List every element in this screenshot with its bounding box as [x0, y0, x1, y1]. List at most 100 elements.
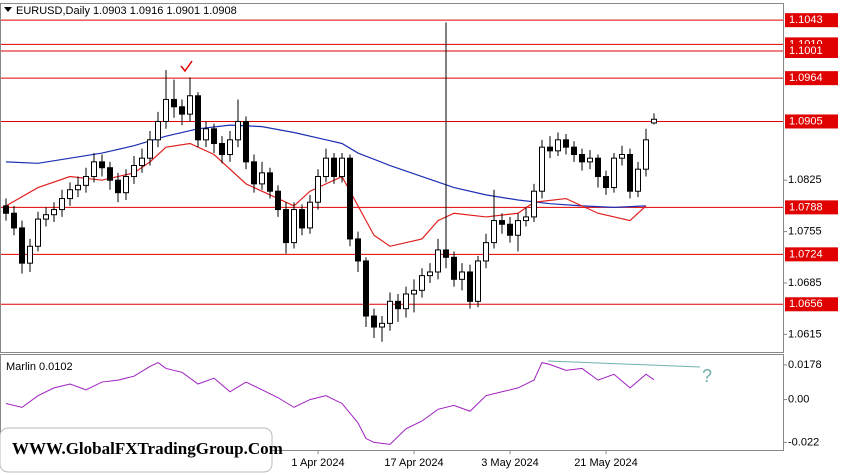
level-label: 1.0964 — [789, 72, 823, 84]
candle-body — [443, 249, 449, 258]
candle-body — [251, 161, 257, 185]
indicator-title: Marlin 0.0102 — [6, 361, 73, 373]
candle-body — [291, 209, 297, 244]
check-mark — [180, 60, 193, 73]
candle-body — [331, 157, 337, 178]
candle-body — [91, 161, 97, 178]
level-label: 1.0656 — [789, 298, 823, 310]
watermark: WWW.GlobalFXTradingGroup.Com — [12, 439, 283, 458]
chart-title: EURUSD,Daily 1.0903 1.0916 1.0901 1.0908 — [16, 5, 237, 17]
candle-body — [435, 249, 441, 273]
y-tick-label: 1.0685 — [788, 277, 822, 289]
candle-body — [27, 245, 33, 264]
x-tick-label: 17 Apr 2024 — [384, 457, 443, 469]
candle-body — [123, 176, 129, 194]
level-label: 1.1043 — [789, 14, 823, 26]
level-label: 1.0724 — [789, 248, 823, 260]
candle-body — [507, 223, 513, 236]
x-tick-label: 21 May 2024 — [574, 457, 638, 469]
candle-body — [547, 146, 553, 152]
candle-body — [203, 128, 209, 141]
level-label-box — [785, 114, 838, 129]
candle-body — [603, 176, 609, 189]
candle-body — [539, 146, 545, 192]
level-label-box — [785, 247, 838, 262]
candle-body — [227, 139, 233, 156]
candle-body — [179, 106, 185, 115]
candle-body — [499, 220, 505, 225]
candle-body — [139, 157, 145, 167]
candle-body — [619, 154, 625, 159]
candle-body — [35, 218, 41, 247]
candle-body — [107, 167, 113, 181]
y-tick-label: 0.0178 — [788, 359, 822, 371]
candle-body — [51, 209, 57, 216]
candle-body — [427, 271, 433, 277]
level-label: 1.0788 — [789, 201, 823, 213]
candle-body — [635, 168, 641, 192]
candle-body — [259, 172, 265, 185]
level-label-box — [785, 297, 838, 312]
candle-body — [595, 157, 601, 178]
level-label-box — [785, 43, 838, 58]
x-tick-label: 3 May 2024 — [481, 457, 538, 469]
candle-body — [147, 139, 153, 159]
candle-body — [411, 289, 417, 295]
candle-body — [475, 260, 481, 302]
candle-body — [59, 198, 65, 211]
candle-body — [403, 293, 409, 310]
candle-body — [395, 300, 401, 310]
candle-body — [555, 139, 561, 152]
annotation: ? — [702, 366, 712, 386]
candle-body — [19, 227, 25, 264]
x-tick-label: 1 Apr 2024 — [291, 457, 344, 469]
candle-body — [299, 209, 305, 229]
candle-body — [531, 190, 537, 218]
candle-body — [99, 161, 105, 169]
candle-body — [579, 154, 585, 163]
candle-body — [3, 205, 9, 214]
candle-body — [187, 95, 193, 115]
y-tick-label: -0.022 — [788, 436, 819, 448]
candle-body — [379, 322, 385, 328]
candle-body — [195, 95, 201, 141]
candle-body — [587, 157, 593, 163]
candle-body — [363, 260, 369, 317]
candle-body — [347, 157, 353, 240]
candle-body — [235, 120, 241, 141]
main-panel — [0, 3, 784, 353]
candle-body — [211, 128, 217, 144]
candle-body — [651, 118, 657, 124]
trend-line — [547, 360, 701, 368]
candle-body — [67, 189, 73, 200]
candle-body — [275, 190, 281, 211]
candle-body — [387, 300, 393, 324]
candle-body — [323, 157, 329, 178]
candle-body — [83, 176, 89, 186]
candle-body — [515, 220, 521, 236]
candle-body — [75, 184, 81, 191]
level-label-box — [785, 13, 838, 28]
candle-body — [267, 172, 273, 192]
candle-body — [643, 139, 649, 170]
candle-body — [627, 154, 633, 192]
candle-body — [219, 142, 225, 156]
candle-body — [571, 146, 577, 156]
candle-body — [611, 157, 617, 189]
candle-body — [355, 238, 361, 262]
level-label-box — [785, 200, 838, 215]
candle-body — [419, 275, 425, 291]
candle-body — [43, 214, 49, 220]
candle-body — [307, 201, 313, 229]
watermark-box — [0, 427, 273, 473]
candle-body — [483, 242, 489, 262]
candle-body — [155, 120, 161, 141]
candle-body — [131, 165, 137, 178]
candle-body — [283, 209, 289, 244]
y-tick-label: 1.0755 — [788, 226, 822, 238]
candle-body — [163, 98, 169, 122]
candle-body — [451, 256, 457, 280]
level-label: 1.1001 — [789, 45, 823, 57]
